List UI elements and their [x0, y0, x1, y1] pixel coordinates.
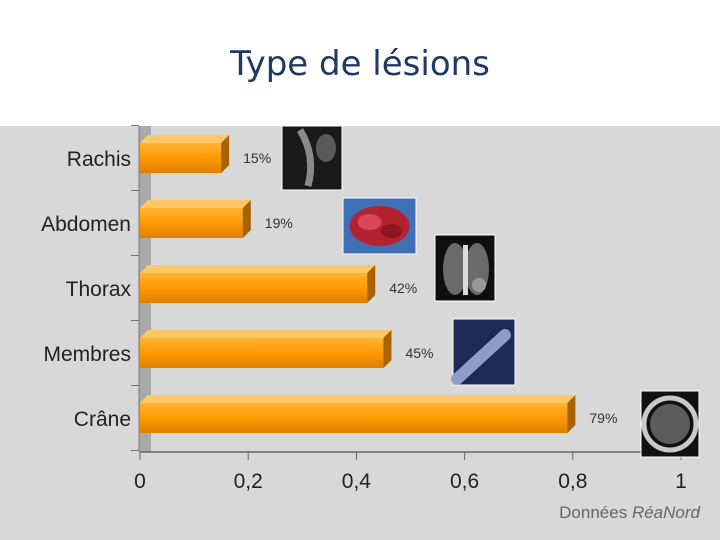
bar-top-face: [140, 135, 230, 143]
bar-top-face: [140, 395, 576, 403]
bar-end-face: [567, 395, 576, 433]
bar-front-face: [140, 403, 568, 433]
x-tick-label: 0,6: [450, 470, 479, 493]
bar-1: [140, 200, 251, 238]
bar-end-face: [221, 135, 230, 173]
x-tick-label: 0,8: [558, 470, 587, 493]
thorax-ct-image: [434, 234, 496, 302]
source-prefix: Données: [559, 503, 627, 522]
bar-end-face: [383, 330, 392, 368]
bar-front-face: [140, 143, 222, 173]
bar-end-face: [367, 265, 376, 303]
source-name: RéaNord: [632, 503, 701, 522]
data-label: 19%: [265, 215, 293, 231]
data-label: 42%: [389, 280, 417, 296]
x-tick-label: 0,2: [234, 470, 263, 493]
x-tick-label: 1: [675, 470, 687, 493]
category-label: Rachis: [67, 148, 131, 171]
x-tick-label: 0,4: [342, 470, 372, 493]
bar-3: [140, 330, 392, 368]
bar-top-face: [140, 200, 251, 208]
data-label: 45%: [405, 345, 433, 361]
category-label: Crâne: [74, 408, 131, 431]
limb-xray-image: [451, 318, 516, 386]
bar-front-face: [140, 338, 384, 368]
category-label: Abdomen: [41, 213, 131, 236]
spine-mri-image: [281, 125, 343, 191]
bar-top-face: [140, 330, 392, 338]
bar-end-face: [242, 200, 251, 238]
abdominal-organ-photo: [342, 197, 417, 255]
skull-ct-image: [640, 390, 700, 458]
bar-top-face: [140, 265, 376, 273]
category-label: Thorax: [66, 278, 132, 301]
data-label: 79%: [589, 410, 617, 426]
bar-4: [140, 395, 576, 433]
bar-front-face: [140, 208, 243, 238]
source-label: Données RéaNord: [559, 503, 700, 522]
bar-front-face: [140, 273, 368, 303]
category-label: Membres: [43, 343, 131, 366]
bar-2: [140, 265, 376, 303]
bar-0: [140, 135, 230, 173]
slide-title: Type de lésions: [230, 44, 490, 84]
x-tick-label: 0: [134, 470, 146, 493]
data-label: 15%: [243, 150, 271, 166]
